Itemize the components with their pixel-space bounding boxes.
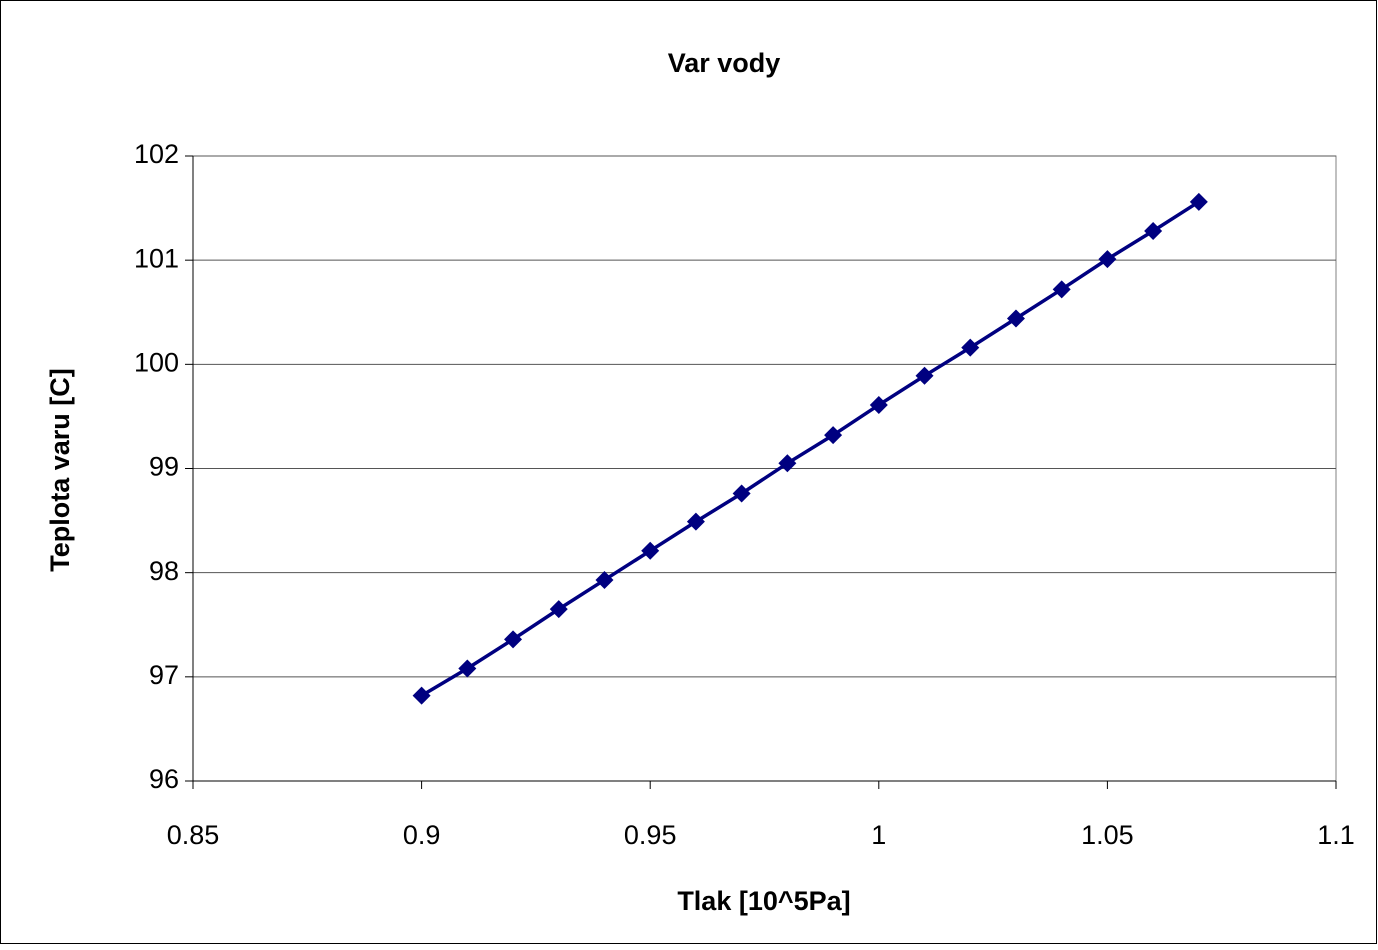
data-point: [1098, 250, 1117, 269]
data-line: [420, 200, 1200, 698]
data-point: [549, 600, 568, 619]
data-point: [732, 484, 751, 503]
y-tick-label: 98: [149, 556, 179, 586]
x-tick-label: 0.85: [167, 820, 220, 850]
y-tick-label: 102: [134, 139, 179, 169]
y-tick-label: 96: [149, 764, 179, 794]
data-point: [824, 426, 843, 445]
data-point: [641, 541, 660, 560]
data-point: [1189, 192, 1208, 211]
data-point: [1052, 280, 1071, 299]
data-point: [412, 686, 431, 705]
data-point: [1006, 309, 1025, 328]
y-axis-label: Teplota varu [C]: [45, 368, 75, 572]
data-point: [1144, 222, 1163, 240]
data-point: [458, 659, 477, 678]
y-tick-label: 101: [134, 243, 179, 273]
y-tick-label: 99: [149, 452, 179, 482]
x-tick-label: 1: [871, 820, 886, 850]
data-point: [595, 570, 614, 589]
data-point: [869, 395, 888, 414]
y-tick-label: 100: [134, 347, 179, 377]
data-point: [504, 630, 523, 649]
data-point: [778, 454, 797, 473]
x-tick-label: 1.1: [1317, 820, 1355, 850]
data-point: [961, 338, 980, 357]
data-point: [686, 512, 705, 531]
x-tick-label: 0.95: [624, 820, 677, 850]
x-tick-label: 1.05: [1081, 820, 1134, 850]
chart-title: Var vody: [668, 48, 781, 78]
y-tick-label: 97: [149, 660, 179, 690]
x-tick-label: 0.9: [403, 820, 441, 850]
x-axis-label: Tlak [10^5Pa]: [677, 886, 850, 916]
data-point: [915, 366, 934, 385]
